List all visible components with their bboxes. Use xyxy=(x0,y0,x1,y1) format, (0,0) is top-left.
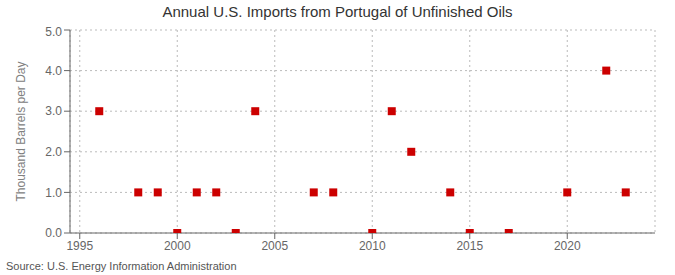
svg-text:2.0: 2.0 xyxy=(45,145,62,159)
svg-text:2000: 2000 xyxy=(164,239,191,253)
svg-text:3.0: 3.0 xyxy=(45,104,62,118)
svg-text:0.0: 0.0 xyxy=(45,226,62,240)
svg-text:2020: 2020 xyxy=(554,239,581,253)
svg-text:2005: 2005 xyxy=(261,239,288,253)
svg-text:5.0: 5.0 xyxy=(45,25,62,39)
svg-text:1.0: 1.0 xyxy=(45,186,62,200)
svg-text:1995: 1995 xyxy=(66,239,93,253)
svg-text:2010: 2010 xyxy=(359,239,386,253)
svg-text:4.0: 4.0 xyxy=(45,64,62,78)
svg-text:2015: 2015 xyxy=(456,239,483,253)
svg-text:Thousand Barrels per Day: Thousand Barrels per Day xyxy=(14,61,28,201)
html-text:Annual U.S. Imports from Portu: Annual U.S. Imports from Portugal of Unf… xyxy=(162,3,513,20)
html-text:Source: U.S. Energy Informatio: Source: U.S. Energy Information Administ… xyxy=(6,260,237,272)
